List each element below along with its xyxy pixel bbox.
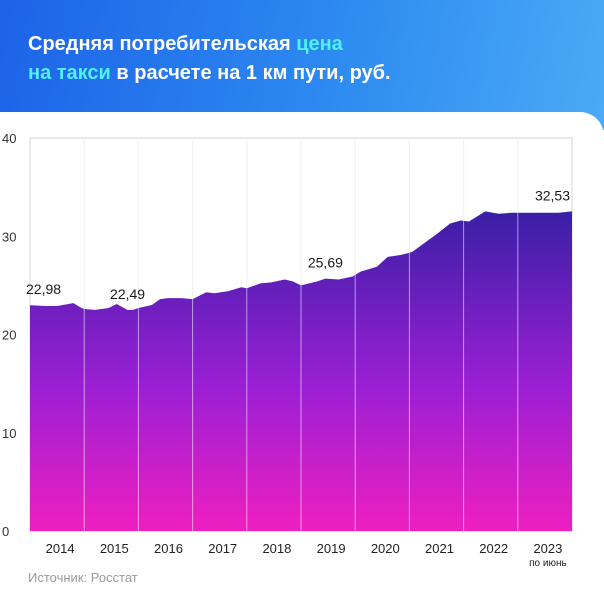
title-part1: Средняя потребительская [28, 33, 297, 55]
page-title: Средняя потребительская цена на такси в р… [28, 30, 391, 88]
x-tick-label: 2014 [46, 541, 75, 556]
data-label: 22,98 [26, 281, 61, 297]
vertical-grid-lines [83, 138, 519, 531]
title-highlight-1: цена [296, 33, 343, 55]
x-tick-label: 2016 [154, 541, 183, 556]
y-tick-label: 0 [2, 524, 9, 539]
title-part2: в расчете на 1 км пути, руб. [110, 62, 391, 84]
x-axis-ticks: 2014 2015 2016 2017 2018 2019 2020 2021 2022 2023… [46, 541, 567, 569]
y-tick-label: 20 [2, 328, 16, 343]
x-tick-label: 2021 [425, 541, 454, 556]
data-label: 25,69 [308, 255, 343, 271]
x-tick-label: 2017 [208, 541, 237, 556]
source-note: Источник: Росстат [28, 570, 138, 585]
title-highlight-2: на такси [28, 62, 111, 84]
x-tick-label: 2022 [479, 541, 508, 556]
header-banner: Средняя потребительская цена на такси в р… [0, 0, 604, 130]
y-axis-ticks: 0 10 20 30 40 [2, 131, 16, 539]
data-labels: 22,98 22,49 25,69 32,53 [26, 187, 570, 302]
x-tick-label: 2019 [317, 541, 346, 556]
x-tick-sublabel: по июнь [529, 558, 567, 569]
data-label: 22,49 [110, 286, 145, 302]
y-tick-label: 40 [2, 131, 16, 146]
y-tick-label: 10 [2, 426, 16, 441]
y-tick-label: 30 [2, 229, 16, 244]
x-tick-label: 2018 [262, 541, 291, 556]
x-tick-label: 2015 [100, 541, 129, 556]
x-tick-label: 2023 [533, 541, 562, 556]
x-tick-label: 2020 [371, 541, 400, 556]
data-label: 32,53 [535, 187, 570, 203]
